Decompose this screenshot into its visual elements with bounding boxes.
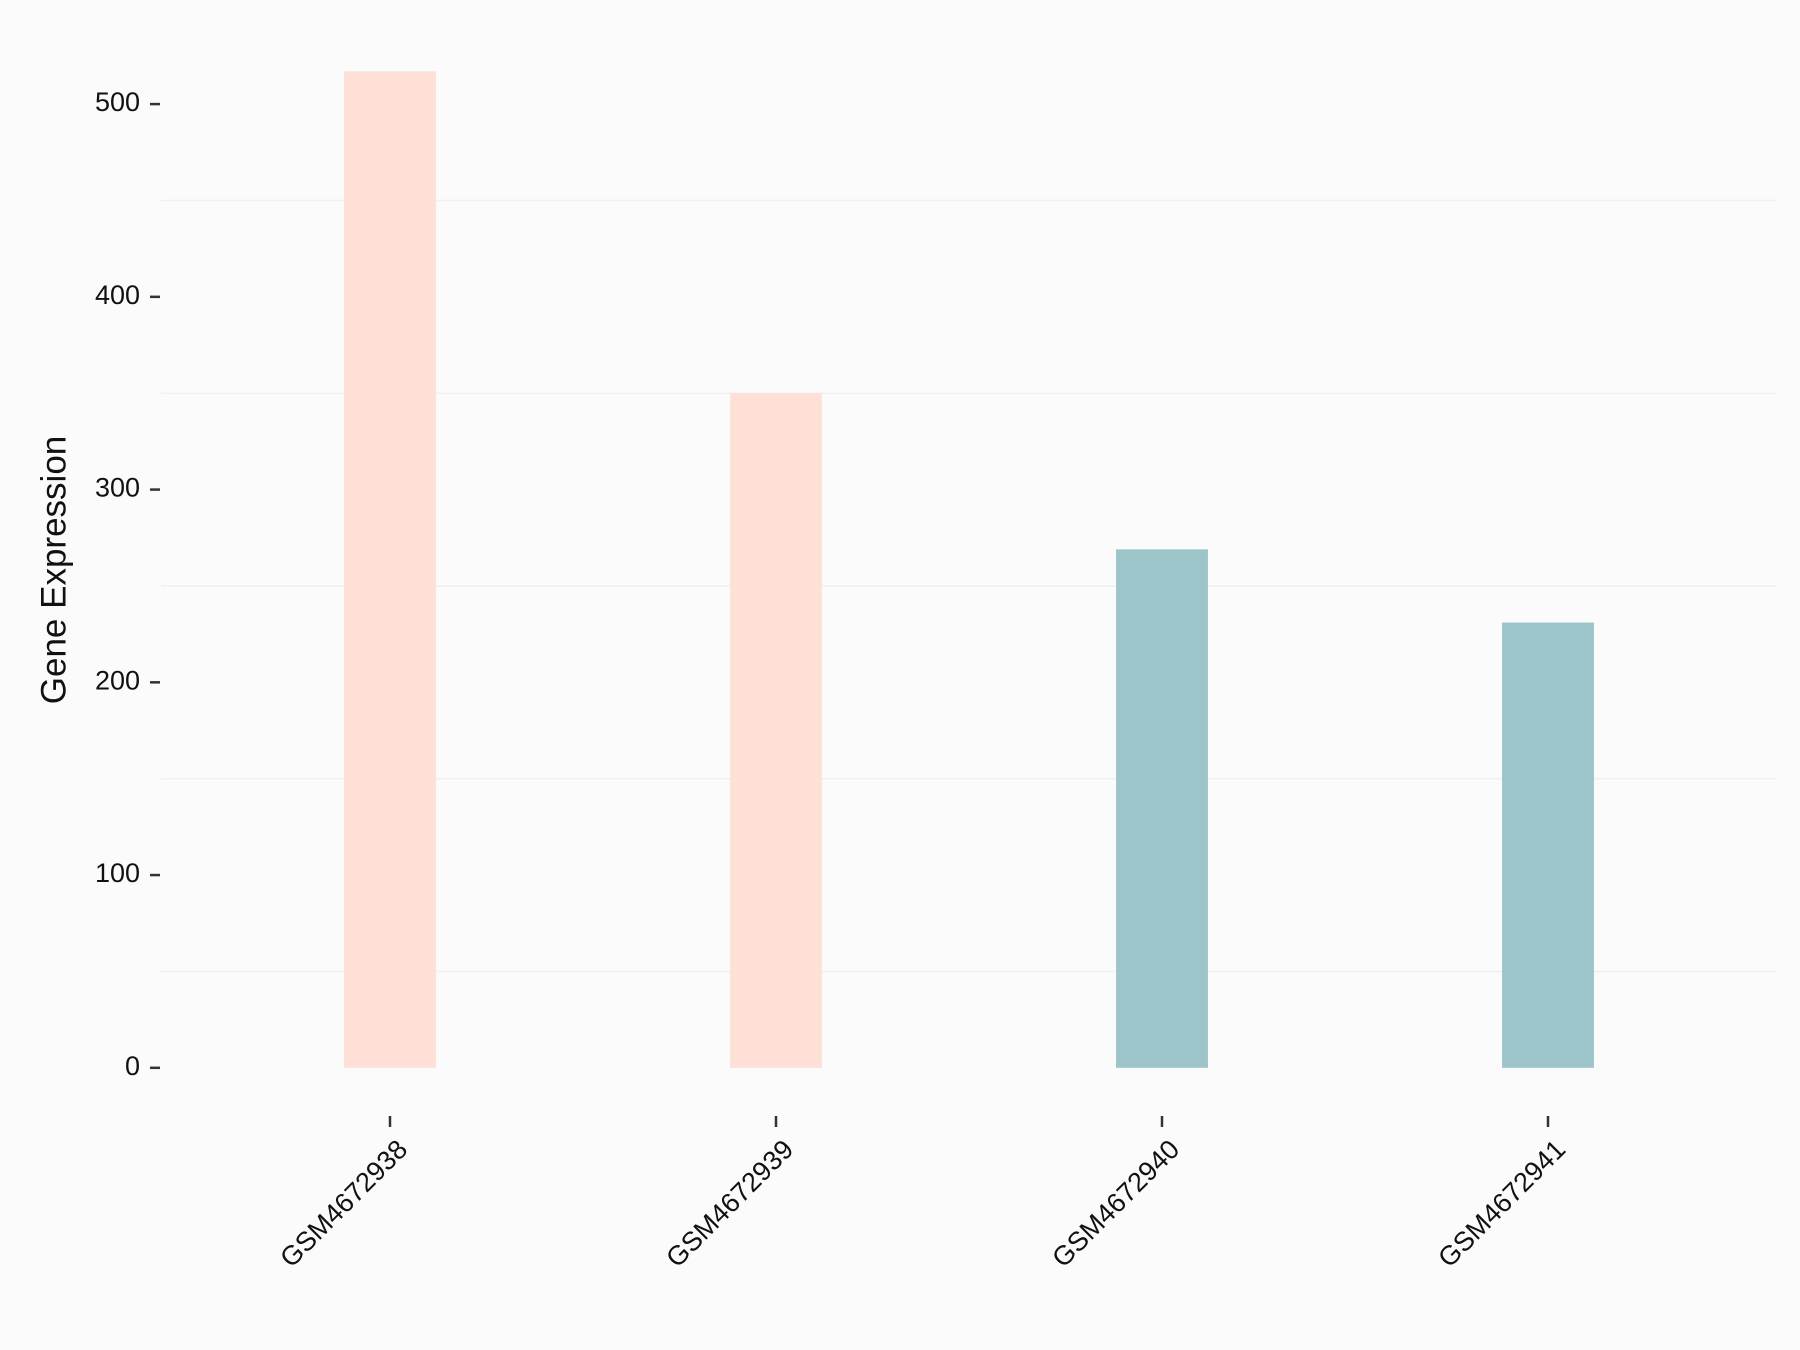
y-tick-label: 0 — [125, 1051, 140, 1081]
bar — [344, 71, 436, 1068]
bar — [1502, 622, 1594, 1068]
y-tick-label: 300 — [95, 473, 140, 503]
bar — [730, 393, 822, 1068]
bar — [1116, 549, 1208, 1068]
y-tick-label: 100 — [95, 858, 140, 888]
y-tick-label: 400 — [95, 280, 140, 310]
y-tick-label: 200 — [95, 665, 140, 695]
y-tick-label: 500 — [95, 87, 140, 117]
y-axis-title: Gene Expression — [34, 436, 73, 704]
